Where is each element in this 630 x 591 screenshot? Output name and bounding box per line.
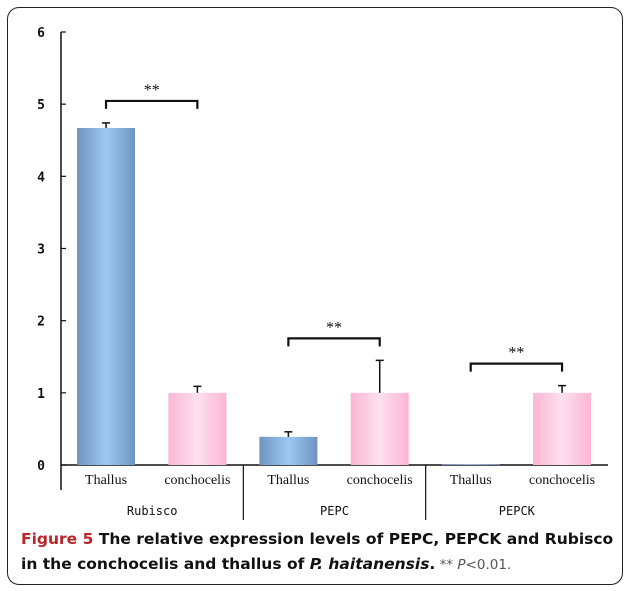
significance-label: ** xyxy=(144,82,160,99)
significance-label: ** xyxy=(326,319,342,336)
category-label: Thallus xyxy=(450,473,492,488)
significance-bracket xyxy=(287,337,381,347)
bar-conchocelis-pepck xyxy=(533,392,592,465)
caption-significance-note: ** P<0.01. xyxy=(435,557,512,573)
figure-caption: Figure 5 The relative expression levels … xyxy=(21,530,614,573)
category-label: conchocelis xyxy=(164,473,230,488)
y-tick-label: 4 xyxy=(37,170,45,185)
caption-title: The relative expression levels of PEPC, … xyxy=(21,530,614,573)
group-label: PEPCK xyxy=(499,504,536,518)
caption-species: P. haitanensis xyxy=(309,555,430,573)
category-label: Thallus xyxy=(85,473,127,488)
labels: 0 1 2 3 4 5 6 Thallus conchocelis Rubisco ** Thallu… xyxy=(37,26,595,518)
group-label: PEPC xyxy=(320,504,349,518)
significance-label: ** xyxy=(508,345,524,362)
bar-thallus-rubisco xyxy=(77,127,136,466)
caption-figure-number: Figure 5 xyxy=(21,530,94,548)
y-tick-label: 1 xyxy=(37,387,45,402)
significance-bracket xyxy=(469,362,564,372)
bar-chart: 0 1 2 3 4 5 6 Thallus conchocelis Rubisco ** Thallu… xyxy=(37,26,608,520)
group-label: Rubisco xyxy=(127,504,178,518)
bar-thallus-pepc xyxy=(259,436,318,465)
category-label: conchocelis xyxy=(347,473,413,488)
bar-conchocelis-rubisco xyxy=(168,392,227,465)
bars xyxy=(77,99,592,466)
y-tick-label: 5 xyxy=(37,98,45,113)
bar-conchocelis-pepc xyxy=(350,392,409,465)
y-tick-label: 3 xyxy=(37,243,45,258)
significance-bracket xyxy=(104,99,199,109)
y-tick-label: 0 xyxy=(37,459,45,474)
bar-thallus-pepck xyxy=(441,464,500,466)
y-tick-label: 2 xyxy=(37,315,45,330)
axes xyxy=(60,31,608,520)
category-label: conchocelis xyxy=(529,473,595,488)
category-label: Thallus xyxy=(267,473,309,488)
y-tick-label: 6 xyxy=(37,26,45,41)
